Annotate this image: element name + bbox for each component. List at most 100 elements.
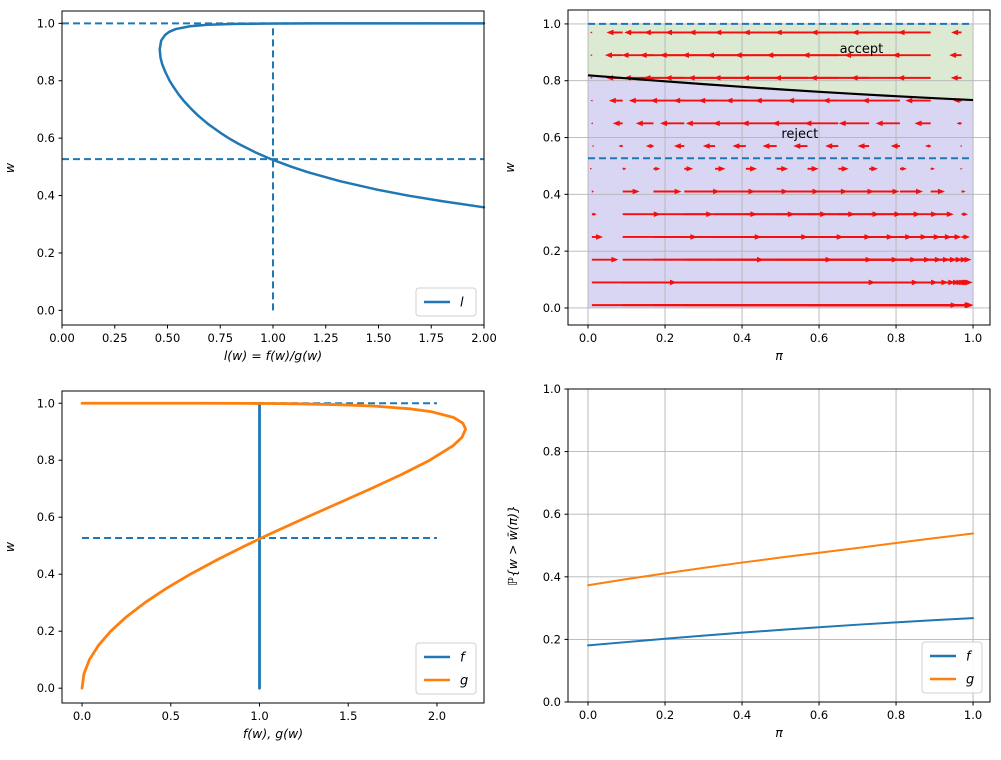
x-tick-label: 0.6 xyxy=(810,331,828,345)
quiver-arrow-head xyxy=(643,29,651,36)
x-axis-label: f(w), g(w) xyxy=(243,726,303,741)
legend-label-g: g xyxy=(966,673,974,688)
quiver-arrow-head xyxy=(714,29,722,36)
subplot-densities: 0.0 0.5 1.0 1.5 2.0 0.0 0.2 0.4 0.6 0.8 1.0 f(w), g… xyxy=(2,390,485,741)
quiver-arrow-head xyxy=(773,75,781,81)
x-tick-label: 1.0 xyxy=(964,708,982,722)
x-tick-label: 0.4 xyxy=(733,331,751,345)
y-tick-label: 0.4 xyxy=(37,189,55,203)
quiver-arrow-head xyxy=(793,143,801,149)
quiver-arrow-head xyxy=(766,52,774,58)
axes-spines xyxy=(61,390,485,704)
quiver-arrow-head xyxy=(810,29,818,36)
quiver-arrow-head xyxy=(650,97,658,104)
quiver-arrow-head xyxy=(612,120,620,127)
quiver-arrow-head xyxy=(606,29,614,36)
y-tick-label: 0.2 xyxy=(37,624,55,638)
x-tick-label: 0.6 xyxy=(810,708,828,722)
quiver-arrow-head xyxy=(924,144,930,148)
y-tick-label: 0.6 xyxy=(543,131,561,145)
y-tick-label: 1.0 xyxy=(37,16,55,30)
quiver-arrow-head xyxy=(965,279,973,286)
quiver-arrow-head xyxy=(802,52,810,58)
x-tick-label: 0.25 xyxy=(102,331,128,345)
quiver-arrow-head xyxy=(857,143,865,149)
quiver-arrow-head xyxy=(660,120,668,127)
quiver-arrow-head xyxy=(772,120,780,127)
quiver-arrow-head xyxy=(589,31,593,34)
quiver-arrow-head xyxy=(645,143,652,149)
quiver-arrow-head xyxy=(608,97,616,104)
x-tick-label: 1.0 xyxy=(250,709,268,723)
y-tick-label: 0.0 xyxy=(543,301,561,315)
quiver-arrow-head xyxy=(787,97,795,104)
quiver-arrow-head xyxy=(591,145,594,147)
x-tick-label: 0.5 xyxy=(162,709,180,723)
y-tick-label: 0.2 xyxy=(543,632,561,646)
y-axis-label: w xyxy=(502,162,517,173)
decision-boundary-line xyxy=(587,74,974,102)
x-axis-label: π xyxy=(775,725,783,740)
y-tick-label: 0.8 xyxy=(37,453,55,467)
quiver-arrow-head xyxy=(875,120,883,127)
quiver-arrow-head xyxy=(811,165,819,172)
quiver-arrow-head xyxy=(916,188,924,195)
quiver-arrow-head xyxy=(659,52,667,58)
quiver-arrow-head xyxy=(713,75,721,81)
quiver-arrow-head xyxy=(604,52,612,58)
quiver-arrow-head xyxy=(851,29,859,36)
y-tick-label: 1.0 xyxy=(37,396,55,410)
quiver-arrow-head xyxy=(611,256,619,263)
x-tick-label: 0.4 xyxy=(733,708,751,722)
quiver-arrow-head xyxy=(963,234,970,240)
x-tick-label: 0.8 xyxy=(887,708,905,722)
x-tick-label: 2.0 xyxy=(428,709,446,723)
quiver-arrow-head xyxy=(762,143,770,149)
y-tick-label: 0.4 xyxy=(543,570,561,584)
quiver-arrow-head xyxy=(732,143,740,149)
quiver-arrow-head xyxy=(871,166,878,172)
quiver-arrow-head xyxy=(959,145,962,147)
quiver-arrow-head xyxy=(591,190,595,193)
y-tick-label: 0.6 xyxy=(37,131,55,145)
quiver-arrow-head xyxy=(725,97,733,104)
quiver-arrow-head xyxy=(635,120,643,127)
axes-spines xyxy=(567,9,991,326)
y-tick-label: 0.0 xyxy=(37,681,55,695)
quiver-arrow-head xyxy=(589,77,593,79)
legend-label-l: l xyxy=(460,296,464,311)
quiver-arrow-head xyxy=(951,29,959,36)
quiver-arrow-head xyxy=(937,188,945,195)
y-tick-label: 0.6 xyxy=(543,507,561,521)
quiver-arrow-head xyxy=(621,52,629,58)
quiver-arrow-head xyxy=(628,97,636,104)
quiver-arrow-head xyxy=(822,97,830,104)
quiver-arrow-head xyxy=(754,97,762,104)
series-f xyxy=(587,617,975,647)
quiver-arrow-head xyxy=(914,120,922,127)
quiver-arrow-head xyxy=(639,52,647,58)
x-tick-label: 1.00 xyxy=(260,331,286,345)
quiver-arrow-head xyxy=(809,75,817,81)
quiver-arrow-head xyxy=(892,52,900,58)
quiver-arrow-head xyxy=(673,143,681,149)
quiver-arrow-head xyxy=(596,234,604,240)
quiver-arrow-head xyxy=(950,75,958,81)
series-l xyxy=(158,22,486,209)
quiver-arrow-head xyxy=(590,99,593,102)
y-tick-label: 0.0 xyxy=(37,303,55,317)
quiver-arrow-head xyxy=(949,52,957,58)
quiver-arrow-head xyxy=(590,167,593,170)
x-tick-label: 1.25 xyxy=(313,331,339,345)
x-axis-label: l(w) = f(w)/g(w) xyxy=(224,348,322,363)
quiver-arrow-head xyxy=(687,75,695,81)
series-g xyxy=(80,401,468,690)
y-axis-label: w xyxy=(2,541,17,552)
x-tick-label: 0.2 xyxy=(656,331,674,345)
quiver-arrow-head xyxy=(956,121,961,125)
x-tick-label: 0.8 xyxy=(887,331,905,345)
quiver-arrow-head xyxy=(892,188,900,195)
series-g xyxy=(587,532,975,587)
quiver-arrow-head xyxy=(954,234,962,240)
